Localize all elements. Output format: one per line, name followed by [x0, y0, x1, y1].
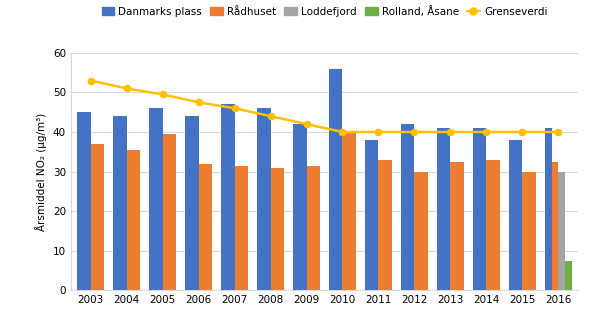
Bar	[486, 160, 500, 290]
Bar	[293, 124, 307, 290]
Bar	[401, 124, 414, 290]
Bar	[552, 162, 558, 290]
Bar	[509, 140, 522, 290]
Bar	[199, 164, 212, 290]
Bar	[77, 112, 91, 290]
Bar	[163, 134, 176, 290]
Bar	[450, 162, 464, 290]
Bar	[329, 69, 342, 290]
Legend: Danmarks plass, Rådhuset, Loddefjord, Rolland, Åsane, Grenseverdi: Danmarks plass, Rådhuset, Loddefjord, Ro…	[101, 6, 548, 16]
Bar	[127, 150, 140, 290]
Bar	[545, 128, 552, 290]
Bar	[113, 116, 127, 290]
Bar	[235, 166, 248, 290]
Bar	[342, 132, 356, 290]
Bar	[473, 128, 486, 290]
Bar	[558, 172, 565, 290]
Y-axis label: Årsmiddel NO₂ (μg/m³): Årsmiddel NO₂ (μg/m³)	[35, 113, 47, 231]
Bar	[271, 168, 284, 290]
Bar	[307, 166, 320, 290]
Bar	[437, 128, 450, 290]
Bar	[149, 108, 163, 290]
Bar	[365, 140, 378, 290]
Bar	[414, 172, 428, 290]
Bar	[91, 144, 104, 290]
Bar	[221, 104, 235, 290]
Bar	[522, 172, 536, 290]
Bar	[565, 261, 572, 290]
Bar	[257, 108, 271, 290]
Bar	[378, 160, 392, 290]
Bar	[185, 116, 199, 290]
